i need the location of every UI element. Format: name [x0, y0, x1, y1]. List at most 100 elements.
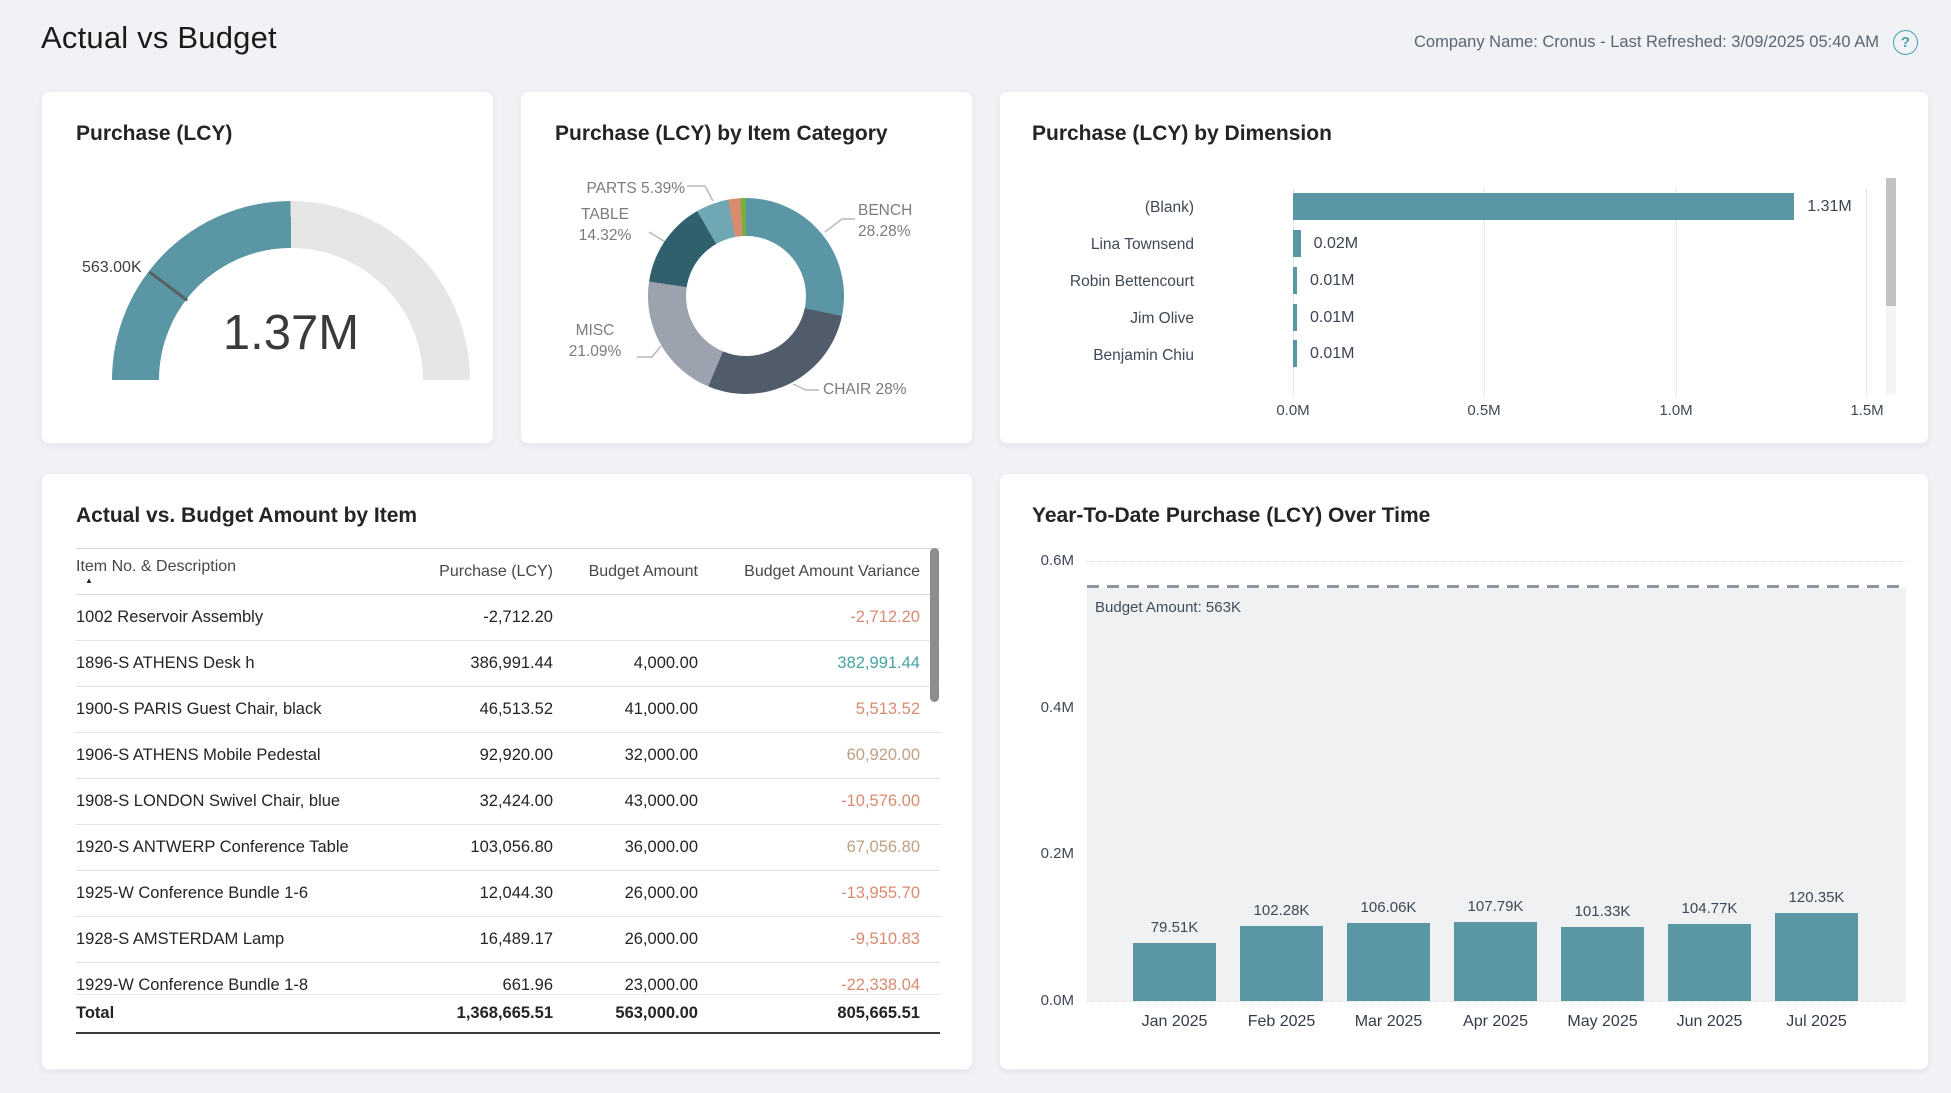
bar-value-label: 106.06K: [1360, 899, 1417, 917]
budget-reference-line: [1087, 585, 1906, 588]
sort-ascending-icon: ▲: [85, 576, 93, 585]
card-purchase-gauge: Purchase (LCY) 1.37M 563.00K: [41, 91, 494, 444]
card-category-donut: Purchase (LCY) by Item Category PARTS 5.…: [520, 91, 973, 444]
y-tick: 0.4M: [1040, 699, 1074, 716]
x-tick: 1.0M: [1659, 402, 1693, 419]
x-tick: May 2025: [1567, 1013, 1638, 1030]
table-total-row: Total 1,368,665.51 563,000.00 805,665.51: [76, 994, 940, 1034]
gridline: [1484, 189, 1485, 396]
dimension-plot: 1.31M 0.02M 0.01M 0.01M 0.01M: [1293, 189, 1867, 396]
bar-apr-2025[interactable]: [1454, 921, 1537, 1001]
bar-value-label: 120.35K: [1788, 888, 1845, 906]
table-row[interactable]: 1002 Reservoir Assembly -2,712.20 -2,712…: [76, 595, 940, 641]
column-header-budget[interactable]: Budget Amount: [588, 562, 698, 580]
bar-slot-may: 101.33K: [1561, 903, 1644, 1001]
ytd-x-axis: Jan 2025 Feb 2025 Mar 2025 Apr 2025 May …: [1087, 1013, 1906, 1031]
x-tick: Feb 2025: [1247, 1013, 1316, 1030]
gridline: [1676, 189, 1677, 396]
bar-jun-2025[interactable]: [1668, 924, 1751, 1001]
bar-value-label: 101.33K: [1574, 902, 1631, 920]
x-tick: Mar 2025: [1354, 1013, 1423, 1030]
table-row[interactable]: 1896-S ATHENS Desk h 386,991.44 4,000.00…: [76, 641, 940, 687]
table-scrollbar-thumb[interactable]: [930, 548, 939, 702]
donut-label-parts: PARTS 5.39%: [586, 180, 685, 197]
bar-slot-jan: 79.51K: [1133, 919, 1216, 1001]
column-header-variance[interactable]: Budget Amount Variance: [744, 562, 920, 580]
x-tick: Apr 2025: [1463, 1013, 1528, 1030]
bar-benjamin-chiu[interactable]: [1293, 340, 1297, 367]
bar-slot-mar: 106.06K: [1347, 899, 1430, 1001]
bar-slot-apr: 107.79K: [1454, 898, 1537, 1001]
page-title: Actual vs Budget: [41, 20, 277, 55]
donut-label-chair: CHAIR 28%: [823, 381, 907, 398]
category-label: (Blank): [1144, 198, 1194, 216]
ytd-card-title: Year-To-Date Purchase (LCY) Over Time: [1032, 504, 1431, 527]
bar-row-robin: 0.01M: [1293, 267, 1867, 294]
bar-value-label: 0.01M: [1310, 271, 1355, 289]
donut-hole: [686, 236, 806, 356]
donut-label-table: TABLE 14.32%: [578, 206, 632, 244]
column-header-item[interactable]: Item No. & Description ▲: [76, 558, 420, 585]
bar-jul-2025[interactable]: [1775, 912, 1858, 1001]
bar-mar-2025[interactable]: [1347, 923, 1430, 1001]
bar-value-label: 0.02M: [1313, 234, 1359, 252]
bar-row-lina: 0.02M: [1293, 230, 1867, 257]
bar-jim-olive[interactable]: [1293, 304, 1297, 331]
category-label: Robin Bettencourt: [1069, 272, 1194, 290]
table-scroll-viewport[interactable]: 1002 Reservoir Assembly -2,712.20 -2,712…: [76, 595, 940, 994]
table-row[interactable]: 1929-W Conference Bundle 1-8 661.96 23,0…: [76, 963, 940, 994]
column-header-purchase[interactable]: Purchase (LCY): [439, 562, 553, 580]
gridline: [1087, 561, 1906, 562]
bar-slot-jun: 104.77K: [1668, 900, 1751, 1001]
bar-slot-jul: 120.35K: [1775, 889, 1858, 1001]
donut-card-title: Purchase (LCY) by Item Category: [555, 122, 888, 145]
dimension-scrollbar-thumb[interactable]: [1886, 178, 1896, 306]
bar-value-label: 107.79K: [1467, 897, 1524, 915]
table-row[interactable]: 1908-S LONDON Swivel Chair, blue 32,424.…: [76, 779, 940, 825]
table-row[interactable]: 1920-S ANTWERP Conference Table 103,056.…: [76, 825, 940, 871]
bar-slot-feb: 102.28K: [1240, 902, 1323, 1001]
bar-row-jim: 0.01M: [1293, 304, 1867, 331]
category-label: Jim Olive: [1130, 309, 1194, 327]
x-tick: Jan 2025: [1141, 1013, 1208, 1030]
gauge-value: 1.37M: [222, 306, 360, 360]
table-row[interactable]: 1906-S ATHENS Mobile Pedestal 92,920.00 …: [76, 733, 940, 779]
category-label: Lina Townsend: [1090, 235, 1194, 253]
card-dimension-bars: Purchase (LCY) by Dimension (Blank) Lina…: [999, 91, 1929, 444]
item-table: Item No. & Description ▲ Purchase (LCY) …: [76, 548, 940, 1034]
category-label: Benjamin Chiu: [1093, 346, 1194, 364]
bar-blank[interactable]: [1293, 193, 1795, 220]
gauge-card-title: Purchase (LCY): [76, 122, 233, 145]
x-tick: 1.5M: [1850, 402, 1884, 419]
ytd-plot: Budget Amount: 563K 79.51K 102.28K 106.0…: [1087, 561, 1906, 1030]
table-card-title: Actual vs. Budget Amount by Item: [76, 504, 418, 527]
bar-row-blank: 1.31M: [1293, 193, 1867, 220]
bar-value-label: 1.31M: [1807, 197, 1852, 215]
dimension-card-title: Purchase (LCY) by Dimension: [1032, 122, 1332, 145]
y-tick: 0.2M: [1040, 845, 1074, 862]
bar-value-label: 79.51K: [1150, 918, 1199, 936]
table-row[interactable]: 1925-W Conference Bundle 1-6 12,044.30 2…: [76, 871, 940, 917]
gauge-target-label: 563.00K: [82, 259, 142, 276]
bar-feb-2025[interactable]: [1240, 926, 1323, 1001]
donut-label-misc: MISC 21.09%: [568, 322, 622, 360]
purchase-gauge: 1.37M: [112, 201, 470, 380]
card-ytd-over-time: Year-To-Date Purchase (LCY) Over Time 0.…: [999, 473, 1929, 1070]
help-icon[interactable]: ?: [1893, 30, 1918, 55]
bar-lina-townsend[interactable]: [1293, 230, 1301, 257]
table-row[interactable]: 1900-S PARIS Guest Chair, black 46,513.5…: [76, 687, 940, 733]
header-right: Company Name: Cronus - Last Refreshed: 3…: [1414, 30, 1918, 55]
table-row[interactable]: 1928-S AMSTERDAM Lamp 16,489.17 26,000.0…: [76, 917, 940, 963]
x-tick: Jul 2025: [1786, 1013, 1847, 1030]
budget-line-label: Budget Amount: 563K: [1095, 599, 1241, 616]
ytd-bars: 79.51K 102.28K 106.06K 107.79K 101.33K 1…: [1087, 561, 1906, 1001]
card-actual-vs-budget-table: Actual vs. Budget Amount by Item Item No…: [41, 473, 973, 1070]
bar-robin-bettencourt[interactable]: [1293, 267, 1297, 294]
bar-may-2025[interactable]: [1561, 926, 1644, 1001]
bar-jan-2025[interactable]: [1133, 942, 1216, 1001]
gridline: [1087, 1001, 1906, 1002]
table-header-row: Item No. & Description ▲ Purchase (LCY) …: [76, 548, 940, 595]
bar-row-benjamin: 0.01M: [1293, 340, 1867, 367]
bar-value-label: 0.01M: [1310, 308, 1355, 326]
dimension-scrollbar-track[interactable]: [1886, 178, 1896, 394]
